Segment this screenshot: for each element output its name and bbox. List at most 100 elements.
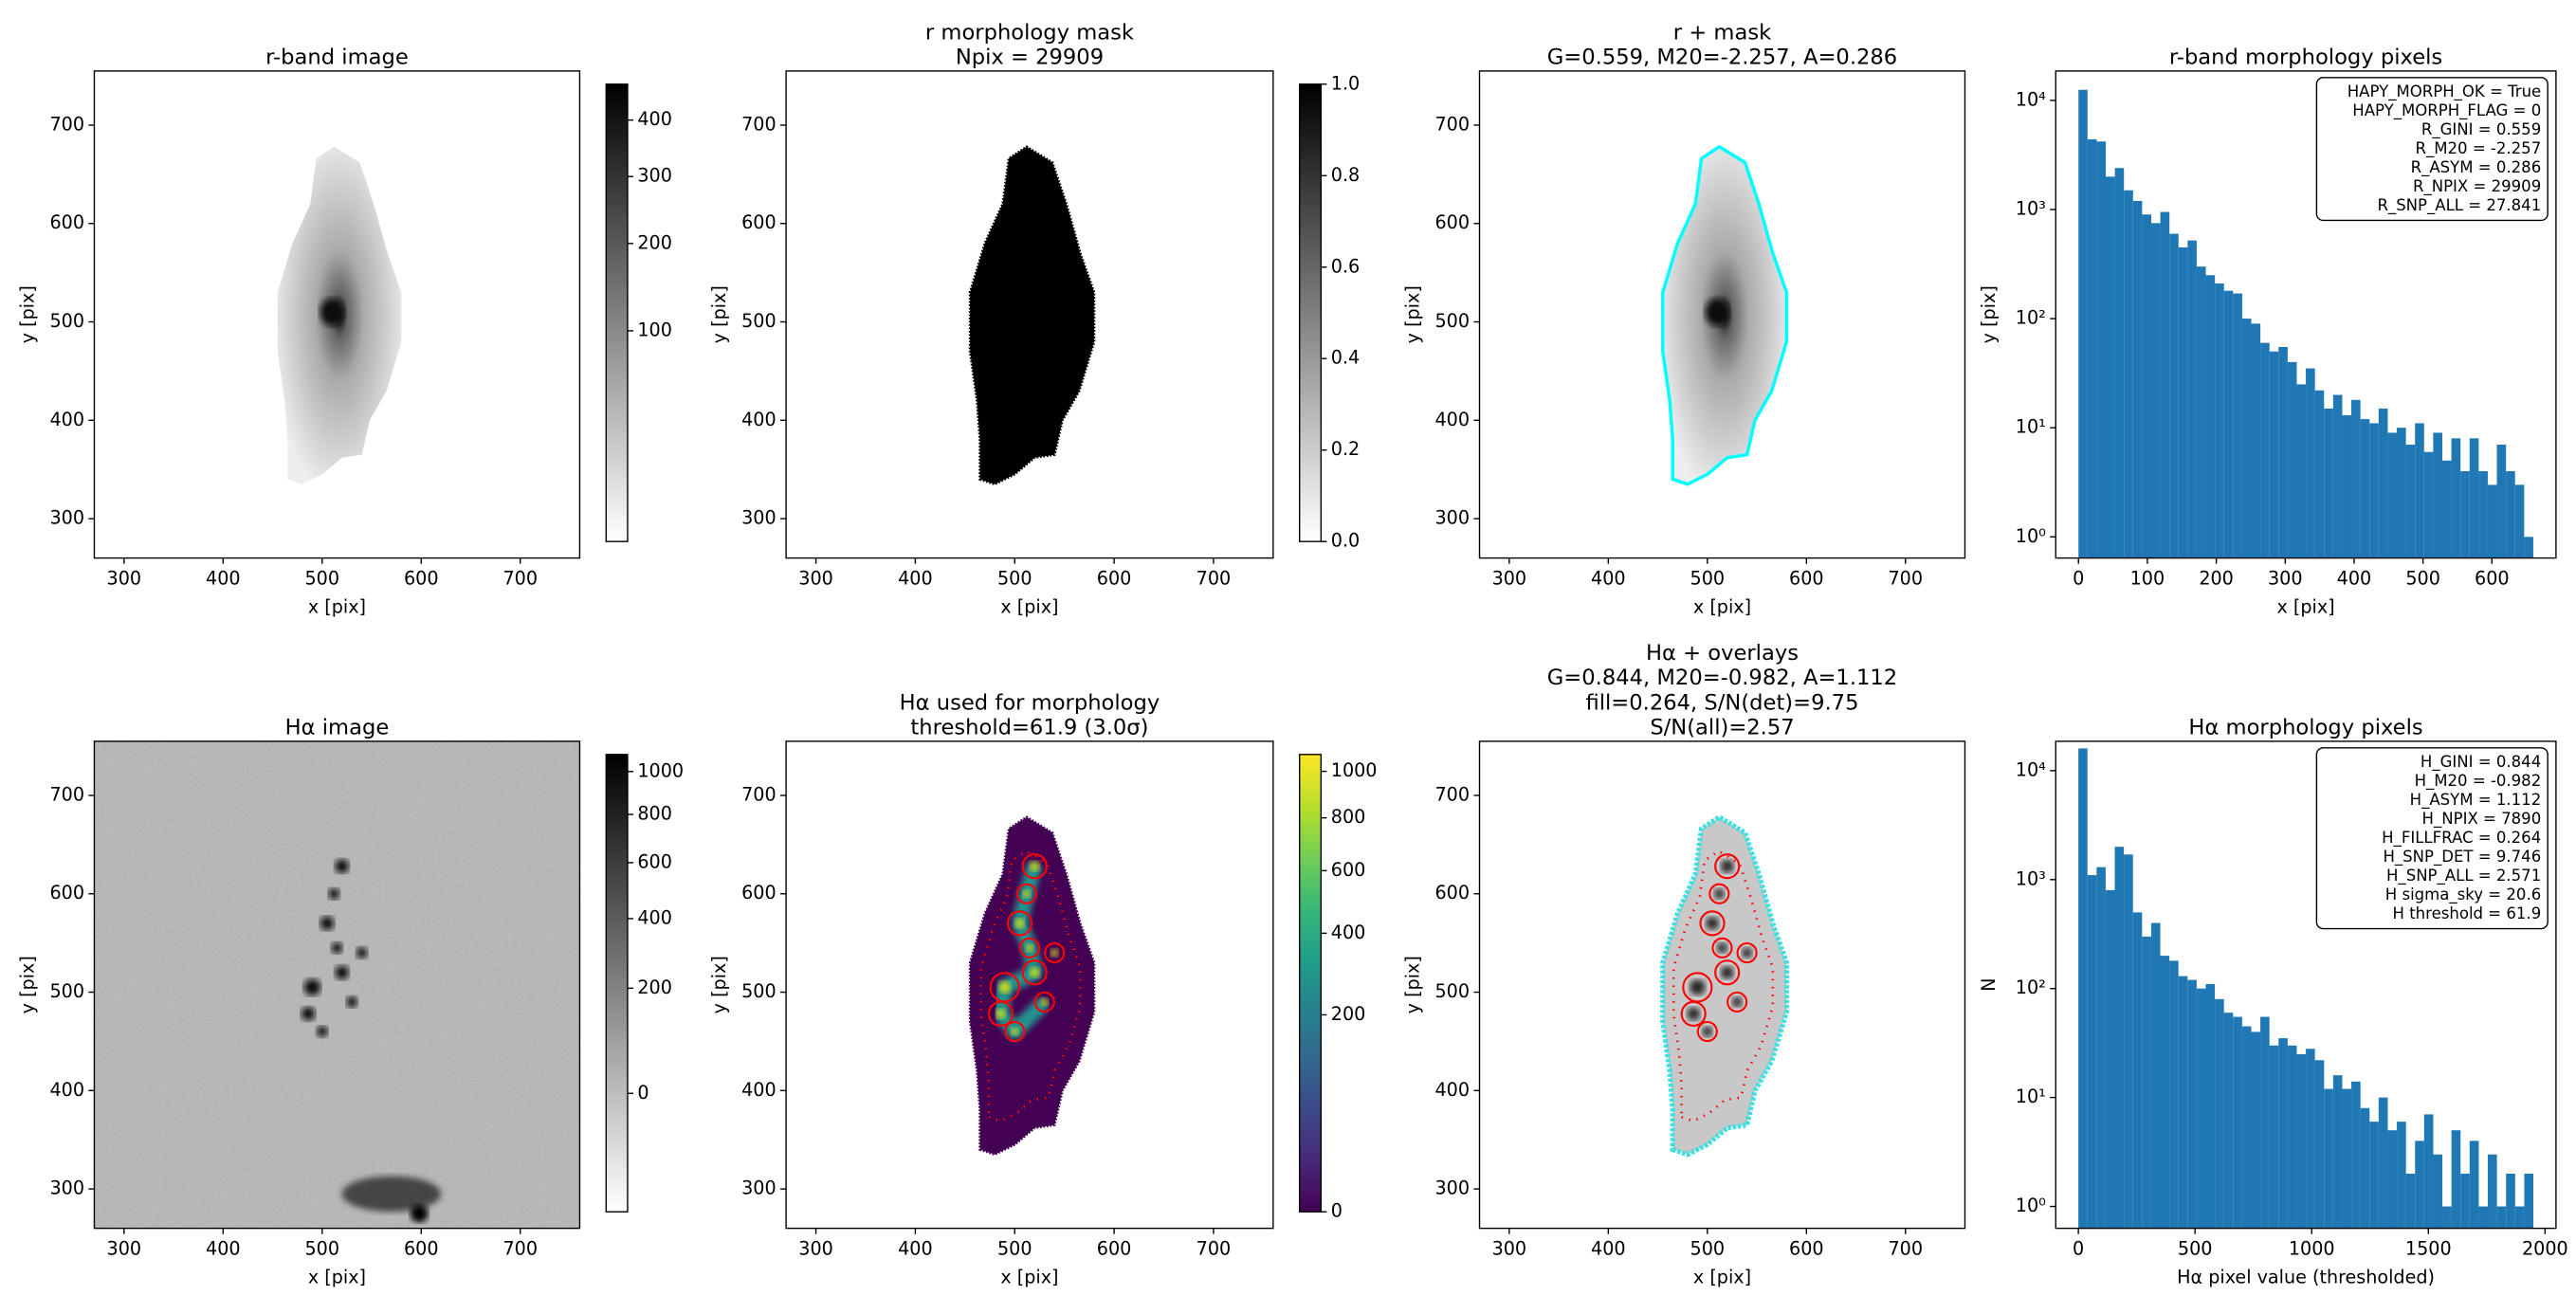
bar xyxy=(2278,346,2288,558)
contour xyxy=(1699,910,1726,937)
sky-noise xyxy=(94,740,580,1229)
x-tick-label: 600 xyxy=(2475,568,2510,590)
mask xyxy=(968,145,1096,486)
hii-region xyxy=(1731,996,1743,1008)
y-tick-label: 700 xyxy=(741,113,776,135)
contour xyxy=(1021,853,1048,880)
contour xyxy=(1682,972,1713,1003)
core xyxy=(320,298,344,326)
bar xyxy=(2205,983,2216,1229)
bar xyxy=(2114,847,2125,1229)
x-tick-label: 500 xyxy=(997,1238,1032,1260)
y-tick-label: 10¹ xyxy=(2016,416,2046,438)
y-axis-label: y [pix] xyxy=(1978,285,2000,343)
axes-frame xyxy=(1478,740,1966,1230)
y-tick-label: 400 xyxy=(49,409,84,430)
bar xyxy=(2287,361,2297,558)
hii-region xyxy=(1022,889,1032,898)
x-axis-label: x [pix] xyxy=(308,1266,366,1287)
y-tick-label: 500 xyxy=(741,310,776,332)
x-axis-label: x [pix] xyxy=(1693,595,1751,617)
x-axis-label: Hα pixel value (thresholded) xyxy=(2177,1266,2435,1287)
panel-title: r-band morphology pixels xyxy=(2169,45,2442,69)
panel-title: G=0.559, M20=-2.257, A=0.286 xyxy=(1547,45,1897,69)
panel-title: Hα used for morphology xyxy=(900,690,1160,715)
panel: r-band image x [pix] y [pix] 100 200 300 400 30… xyxy=(16,45,672,617)
y-tick-label: 300 xyxy=(1435,507,1471,529)
contour xyxy=(1021,959,1048,986)
hii-region xyxy=(1706,917,1719,930)
bar xyxy=(2405,1173,2416,1229)
x-tick-label: 400 xyxy=(898,568,933,590)
hii-region xyxy=(331,941,343,954)
annotation-line: H sigma_sky = 20.6 xyxy=(2385,885,2541,904)
x-tick-label: 600 xyxy=(1097,1238,1132,1260)
hii-region xyxy=(328,887,340,900)
y-tick-label: 500 xyxy=(49,310,84,332)
x-tick-label: 500 xyxy=(305,1238,340,1260)
annotation-line: H_FILLFRAC = 0.264 xyxy=(2382,829,2541,848)
panel: Hα morphology pixels Hα pixel value (thre… xyxy=(1978,715,2568,1287)
annotation-line: HAPY_MORPH_OK = True xyxy=(2348,82,2541,101)
bar xyxy=(2351,1081,2361,1229)
bar xyxy=(2160,956,2170,1229)
bar xyxy=(2150,922,2161,1229)
bar xyxy=(2415,1141,2424,1229)
contour xyxy=(987,1000,1014,1027)
bar xyxy=(2324,1088,2333,1229)
bar xyxy=(2114,168,2125,558)
y-tick-label: 300 xyxy=(49,1177,84,1199)
bar xyxy=(2105,889,2115,1229)
x-tick-label: 600 xyxy=(404,568,439,590)
bar xyxy=(2106,176,2115,558)
core xyxy=(1705,298,1729,326)
hii-region xyxy=(1687,1007,1700,1021)
x-tick-label: 400 xyxy=(206,568,241,590)
axes-frame xyxy=(93,70,581,559)
panel-title: threshold=61.9 (3.0σ) xyxy=(910,715,1148,739)
bar xyxy=(2324,408,2333,558)
x-tick-label: 300 xyxy=(1492,1238,1527,1260)
x-tick-label: 300 xyxy=(2268,568,2303,590)
bar xyxy=(2487,484,2497,558)
y-tick-label: 300 xyxy=(1435,1177,1471,1199)
x-tick-label: 600 xyxy=(404,1238,439,1260)
hii-region xyxy=(335,965,349,980)
bar xyxy=(2096,867,2106,1229)
colorbar-tick-label: 400 xyxy=(637,906,672,928)
y-axis-label: y [pix] xyxy=(16,285,38,343)
x-tick-label: 700 xyxy=(502,1238,538,1260)
plot-area xyxy=(1660,813,1790,1158)
colorbar-tick-label: 800 xyxy=(637,803,672,825)
hii-region xyxy=(320,916,335,931)
hii-region xyxy=(356,947,368,958)
hii-region xyxy=(1720,965,1734,979)
bar xyxy=(2351,399,2361,558)
axes-frame xyxy=(1478,70,1966,559)
bar xyxy=(2178,976,2188,1229)
y-tick-label: 600 xyxy=(1435,882,1471,904)
bar xyxy=(2332,1075,2343,1229)
bar xyxy=(2332,394,2343,558)
x-tick-label: 600 xyxy=(1789,1238,1824,1260)
bar xyxy=(2223,290,2234,558)
hii-region xyxy=(1690,979,1706,995)
y-tick-label: 10³ xyxy=(2016,197,2046,219)
bar xyxy=(2241,319,2252,558)
bar xyxy=(2078,748,2088,1229)
x-tick-label: 300 xyxy=(798,568,833,590)
x-tick-label: 500 xyxy=(1690,568,1726,590)
contour xyxy=(1696,1020,1718,1043)
y-tick-label: 400 xyxy=(1435,1079,1471,1101)
bar xyxy=(2496,445,2507,558)
x-tick-label: 700 xyxy=(1889,1238,1924,1260)
y-tick-label: 10⁴ xyxy=(2016,88,2046,110)
x-tick-label: 700 xyxy=(1889,568,1924,590)
plot-area xyxy=(94,740,580,1229)
x-tick-label: 1500 xyxy=(2405,1238,2452,1260)
bar xyxy=(2187,240,2197,558)
y-tick-label: 700 xyxy=(49,113,84,135)
